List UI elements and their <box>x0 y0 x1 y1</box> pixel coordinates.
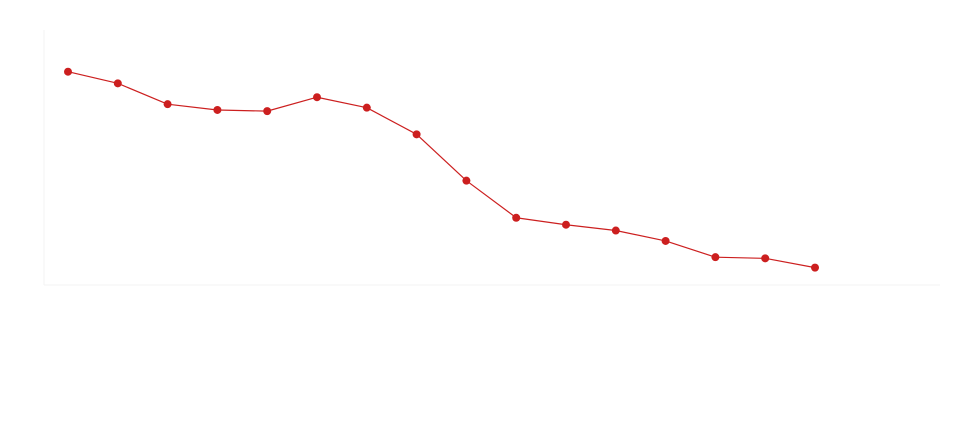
series-0-point-9 <box>512 213 521 222</box>
series-0-segment-5 <box>316 96 367 109</box>
series-0-segment-3 <box>217 109 268 112</box>
series-0-point-13 <box>711 253 720 262</box>
series-0-segment-6 <box>366 107 417 135</box>
series-0-segment-4 <box>267 96 318 112</box>
series-0-segment-1 <box>117 82 168 105</box>
series-0-segment-13 <box>715 256 766 259</box>
series-0-point-10 <box>562 220 570 229</box>
series-0-segment-14 <box>765 257 816 269</box>
series-0-point-12 <box>661 236 670 245</box>
axis-layer <box>43 30 940 286</box>
series-0-point-15 <box>811 263 819 272</box>
series-0-point-2 <box>163 100 172 109</box>
series-0-segment-7 <box>416 133 467 182</box>
series-0-point-0 <box>64 67 72 76</box>
series-0-point-6 <box>362 103 371 112</box>
series-0-point-11 <box>611 226 620 235</box>
series-0-segment-8 <box>466 180 517 219</box>
series-0-segment-12 <box>665 240 716 258</box>
series-0-segment-9 <box>516 217 567 226</box>
series-0-point-3 <box>213 105 222 114</box>
series-0-point-4 <box>263 107 272 116</box>
series-0-point-8 <box>462 176 471 185</box>
series-0-segment-0 <box>67 71 118 84</box>
series-0-point-7 <box>412 130 421 139</box>
series-0-segment-10 <box>565 224 616 232</box>
series-0-point-14 <box>761 254 770 263</box>
series-points <box>64 67 819 272</box>
series-lines <box>67 71 816 269</box>
series-0-segment-11 <box>615 229 666 242</box>
series-0-segment-2 <box>167 103 218 111</box>
series-0-point-5 <box>313 93 321 102</box>
series-0-point-1 <box>113 79 122 88</box>
